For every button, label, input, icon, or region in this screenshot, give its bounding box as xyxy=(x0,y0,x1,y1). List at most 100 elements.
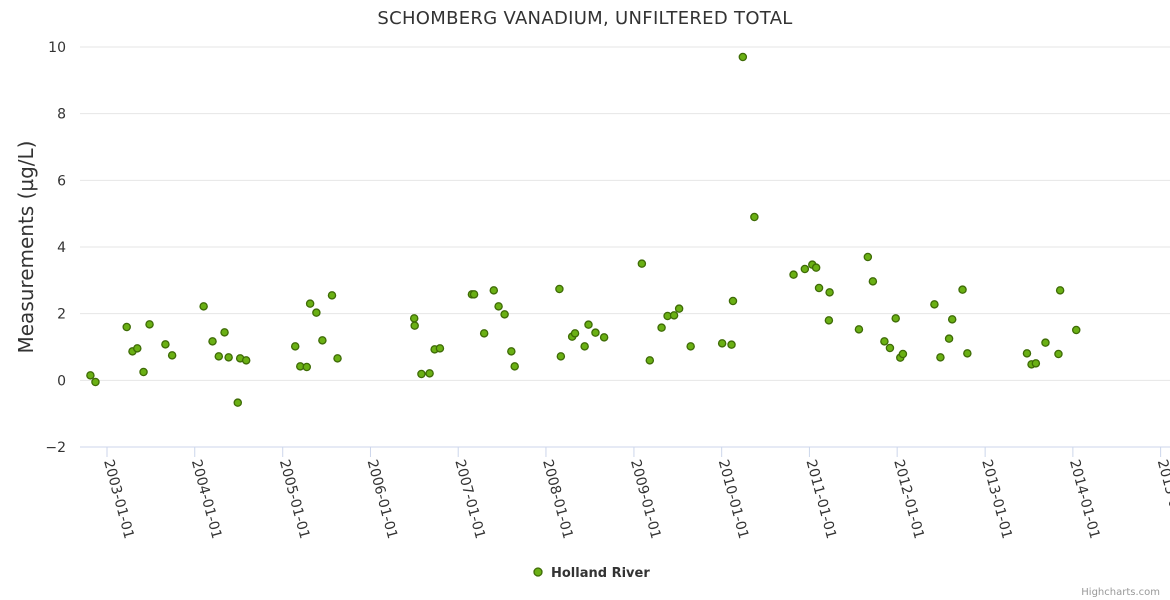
data-point[interactable] xyxy=(220,328,229,337)
data-point[interactable] xyxy=(510,362,519,371)
data-point[interactable] xyxy=(161,340,170,349)
data-point[interactable] xyxy=(936,353,945,362)
data-point[interactable] xyxy=(556,352,566,361)
x-axis: 2003-01-01 2004-01-01 2005-01-01 2006-01-01… xyxy=(80,446,1170,541)
data-point[interactable] xyxy=(947,315,957,324)
data-point[interactable] xyxy=(800,264,810,274)
data-point[interactable] xyxy=(599,333,609,342)
data-point[interactable] xyxy=(425,369,434,378)
series-holland-river[interactable] xyxy=(86,52,1081,407)
data-point[interactable] xyxy=(214,352,224,361)
data-point[interactable] xyxy=(669,311,679,320)
data-point[interactable] xyxy=(863,252,873,262)
data-point[interactable] xyxy=(305,299,315,308)
data-point[interactable] xyxy=(122,322,131,332)
x-tick-label: 2015-01-01 xyxy=(1154,458,1170,541)
y-tick-label: 6 xyxy=(57,173,66,189)
data-point[interactable] xyxy=(891,314,900,323)
data-point[interactable] xyxy=(91,377,100,387)
data-point[interactable] xyxy=(674,304,684,313)
y-tick-label: 0 xyxy=(57,373,66,389)
data-point[interactable] xyxy=(479,329,489,338)
data-point[interactable] xyxy=(410,321,419,330)
data-point[interactable] xyxy=(327,291,337,300)
data-point[interactable] xyxy=(824,316,834,325)
data-point[interactable] xyxy=(494,302,503,311)
data-point[interactable] xyxy=(145,320,154,329)
data-point[interactable] xyxy=(241,356,251,365)
data-point[interactable] xyxy=(199,302,208,311)
x-tick-label: 2012-01-01 xyxy=(890,458,927,541)
data-point[interactable] xyxy=(637,259,647,268)
data-point[interactable] xyxy=(854,325,864,334)
data-point[interactable] xyxy=(409,314,419,323)
data-point[interactable] xyxy=(507,347,516,356)
data-point[interactable] xyxy=(435,344,445,353)
data-point[interactable] xyxy=(500,310,509,319)
data-point[interactable] xyxy=(930,300,939,309)
data-point[interactable] xyxy=(789,270,798,279)
data-point[interactable] xyxy=(489,286,499,295)
data-point[interactable] xyxy=(868,277,878,286)
data-point[interactable] xyxy=(469,290,479,299)
x-tick-label: 2008-01-01 xyxy=(539,458,576,541)
data-point[interactable] xyxy=(591,328,600,337)
x-tick-label: 2011-01-01 xyxy=(803,458,840,541)
data-point[interactable] xyxy=(1054,349,1063,359)
data-point[interactable] xyxy=(657,323,666,332)
y-tick-label: 2 xyxy=(57,307,66,323)
data-point[interactable] xyxy=(944,334,954,343)
highcharts-credit[interactable]: Highcharts.com xyxy=(1081,587,1160,598)
data-point[interactable] xyxy=(570,329,580,338)
grid-lines xyxy=(80,46,1170,381)
data-point[interactable] xyxy=(958,285,967,294)
data-point[interactable] xyxy=(1041,338,1050,347)
data-point[interactable] xyxy=(738,52,748,62)
y-tick-label: 8 xyxy=(57,107,66,123)
data-point[interactable] xyxy=(167,351,177,360)
data-point[interactable] xyxy=(963,349,972,358)
data-point[interactable] xyxy=(302,362,312,372)
data-point[interactable] xyxy=(717,339,727,348)
x-tick-label: 2013-01-01 xyxy=(978,458,1015,541)
data-point[interactable] xyxy=(885,343,895,353)
data-point[interactable] xyxy=(880,337,889,346)
data-point[interactable] xyxy=(584,320,593,329)
y-tick-label: 10 xyxy=(48,40,66,56)
data-point[interactable] xyxy=(1071,325,1081,335)
data-point[interactable] xyxy=(417,369,426,379)
x-tick-label: 2004-01-01 xyxy=(188,458,225,541)
data-point[interactable] xyxy=(898,349,908,359)
y-axis-label: Measurements (µg/L) xyxy=(14,141,38,354)
x-tick-label: 2005-01-01 xyxy=(276,458,313,541)
data-point[interactable] xyxy=(233,398,243,407)
data-point[interactable] xyxy=(1031,359,1041,368)
data-point[interactable] xyxy=(1055,286,1065,295)
data-point[interactable] xyxy=(86,371,95,380)
y-tick-label: −2 xyxy=(45,440,66,456)
legend-series-marker[interactable] xyxy=(533,567,543,577)
data-point[interactable] xyxy=(727,340,736,349)
data-point[interactable] xyxy=(728,296,738,306)
data-point[interactable] xyxy=(224,353,233,362)
data-point[interactable] xyxy=(208,337,217,346)
legend[interactable]: Holland River xyxy=(533,566,650,581)
data-point[interactable] xyxy=(133,344,142,353)
data-point[interactable] xyxy=(333,354,342,363)
data-point[interactable] xyxy=(1022,349,1032,358)
data-point[interactable] xyxy=(686,342,695,351)
data-point[interactable] xyxy=(750,212,759,222)
data-point[interactable] xyxy=(318,336,327,345)
data-point[interactable] xyxy=(811,263,821,272)
data-point[interactable] xyxy=(312,308,321,317)
data-point[interactable] xyxy=(139,367,148,377)
x-tick-label: 2003-01-01 xyxy=(100,458,137,541)
data-point[interactable] xyxy=(814,283,824,293)
data-point[interactable] xyxy=(555,284,564,294)
chart-title: SCHOMBERG VANADIUM, UNFILTERED TOTAL xyxy=(377,8,792,29)
data-point[interactable] xyxy=(580,342,589,351)
data-point[interactable] xyxy=(645,356,655,365)
data-point[interactable] xyxy=(825,288,834,297)
legend-series-label[interactable]: Holland River xyxy=(551,566,650,581)
data-point[interactable] xyxy=(290,342,300,351)
